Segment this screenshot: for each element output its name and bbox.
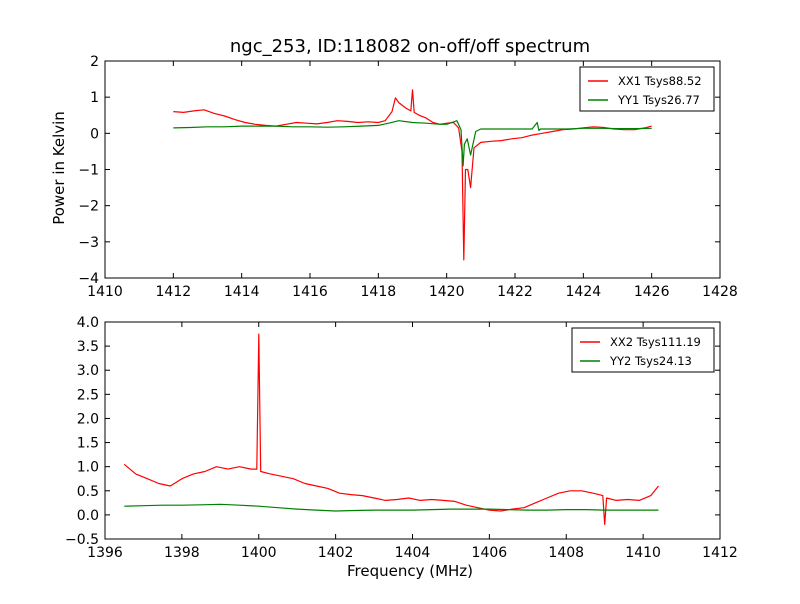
x-tick-label: 1402 bbox=[318, 545, 354, 561]
y-axis-label: Power in Kelvin bbox=[50, 111, 68, 225]
marks bbox=[123, 333, 659, 526]
legend-label: YY2 Tsys24.13 bbox=[609, 354, 692, 368]
x-tick-label: 1420 bbox=[429, 284, 465, 300]
y-tick-label: 3.5 bbox=[77, 339, 99, 355]
x-axis-label: Frequency (MHz) bbox=[347, 562, 473, 580]
x-tick-label: 1400 bbox=[241, 545, 277, 561]
legend: XX2 Tsys111.19 YY2 Tsys24.13 bbox=[571, 327, 715, 373]
y-tick-label: 2.5 bbox=[77, 387, 99, 403]
legend-label: YY1 Tsys26.77 bbox=[617, 93, 700, 107]
y-tick-label: 0 bbox=[90, 126, 99, 142]
plot-frame bbox=[104, 60, 721, 279]
legend-box bbox=[571, 327, 715, 373]
x-tick-label: 1398 bbox=[164, 545, 200, 561]
y-tick-label: 2.0 bbox=[77, 411, 99, 427]
x-tick-label: 1412 bbox=[156, 284, 192, 300]
y-tick-label: 4.0 bbox=[77, 315, 99, 331]
y-tick-label: 1.0 bbox=[77, 460, 99, 476]
x-tick-label: 1418 bbox=[361, 284, 397, 300]
x-tick-label: 1414 bbox=[224, 284, 260, 300]
y-tick-label: 2 bbox=[90, 54, 99, 70]
y-tick-label: −4 bbox=[78, 271, 99, 287]
x-tick-label: 1404 bbox=[395, 545, 431, 561]
legend-box bbox=[579, 66, 715, 112]
x-tick-label: 1416 bbox=[292, 284, 328, 300]
series-line-1 bbox=[123, 333, 659, 526]
ticks: 1410 1412 1414 1416 1418 1420 1422 1424 1426 1428… bbox=[78, 54, 737, 300]
marks bbox=[173, 89, 652, 261]
y-tick-label: 1 bbox=[90, 90, 99, 106]
y-tick-label: −0.5 bbox=[65, 532, 99, 548]
y-tick-label: 3.0 bbox=[77, 363, 99, 379]
legend-label: XX1 Tsys88.52 bbox=[618, 74, 702, 88]
x-tick-label: 1396 bbox=[87, 545, 123, 561]
panel-bottom: Frequency (MHz) 1396 1398 1400 1402 1404 1406… bbox=[65, 315, 738, 580]
y-tick-label: −1 bbox=[78, 163, 99, 179]
y-tick-label: 1.5 bbox=[77, 436, 99, 452]
x-tick-label: 1426 bbox=[634, 284, 670, 300]
ticks: 1396 1398 1400 1402 1404 1406 1408 1410 1412 4.0 3… bbox=[65, 315, 738, 561]
x-tick-label: 1412 bbox=[702, 545, 738, 561]
panel-top: ngc_253, ID:118082 on-off/off spectrum P… bbox=[50, 36, 738, 300]
chart-title: ngc_253, ID:118082 on-off/off spectrum bbox=[230, 36, 590, 57]
x-tick-label: 1406 bbox=[472, 545, 508, 561]
x-tick-label: 1422 bbox=[497, 284, 533, 300]
x-tick-label: 1410 bbox=[87, 284, 123, 300]
y-tick-label: −2 bbox=[78, 199, 99, 215]
series-line-1 bbox=[173, 89, 652, 261]
x-tick-label: 1424 bbox=[566, 284, 602, 300]
x-tick-label: 1428 bbox=[702, 284, 738, 300]
plot-frame bbox=[104, 321, 721, 540]
y-tick-label: −3 bbox=[78, 235, 99, 251]
x-tick-label: 1408 bbox=[548, 545, 584, 561]
series-line-2 bbox=[124, 503, 659, 512]
legend: XX1 Tsys88.52 YY1 Tsys26.77 bbox=[579, 66, 715, 112]
legend-label: XX2 Tsys111.19 bbox=[610, 335, 701, 349]
x-tick-label: 1410 bbox=[625, 545, 661, 561]
y-tick-label: 0.0 bbox=[77, 508, 99, 524]
y-tick-label: 0.5 bbox=[77, 484, 99, 500]
series-line-2 bbox=[173, 120, 652, 167]
